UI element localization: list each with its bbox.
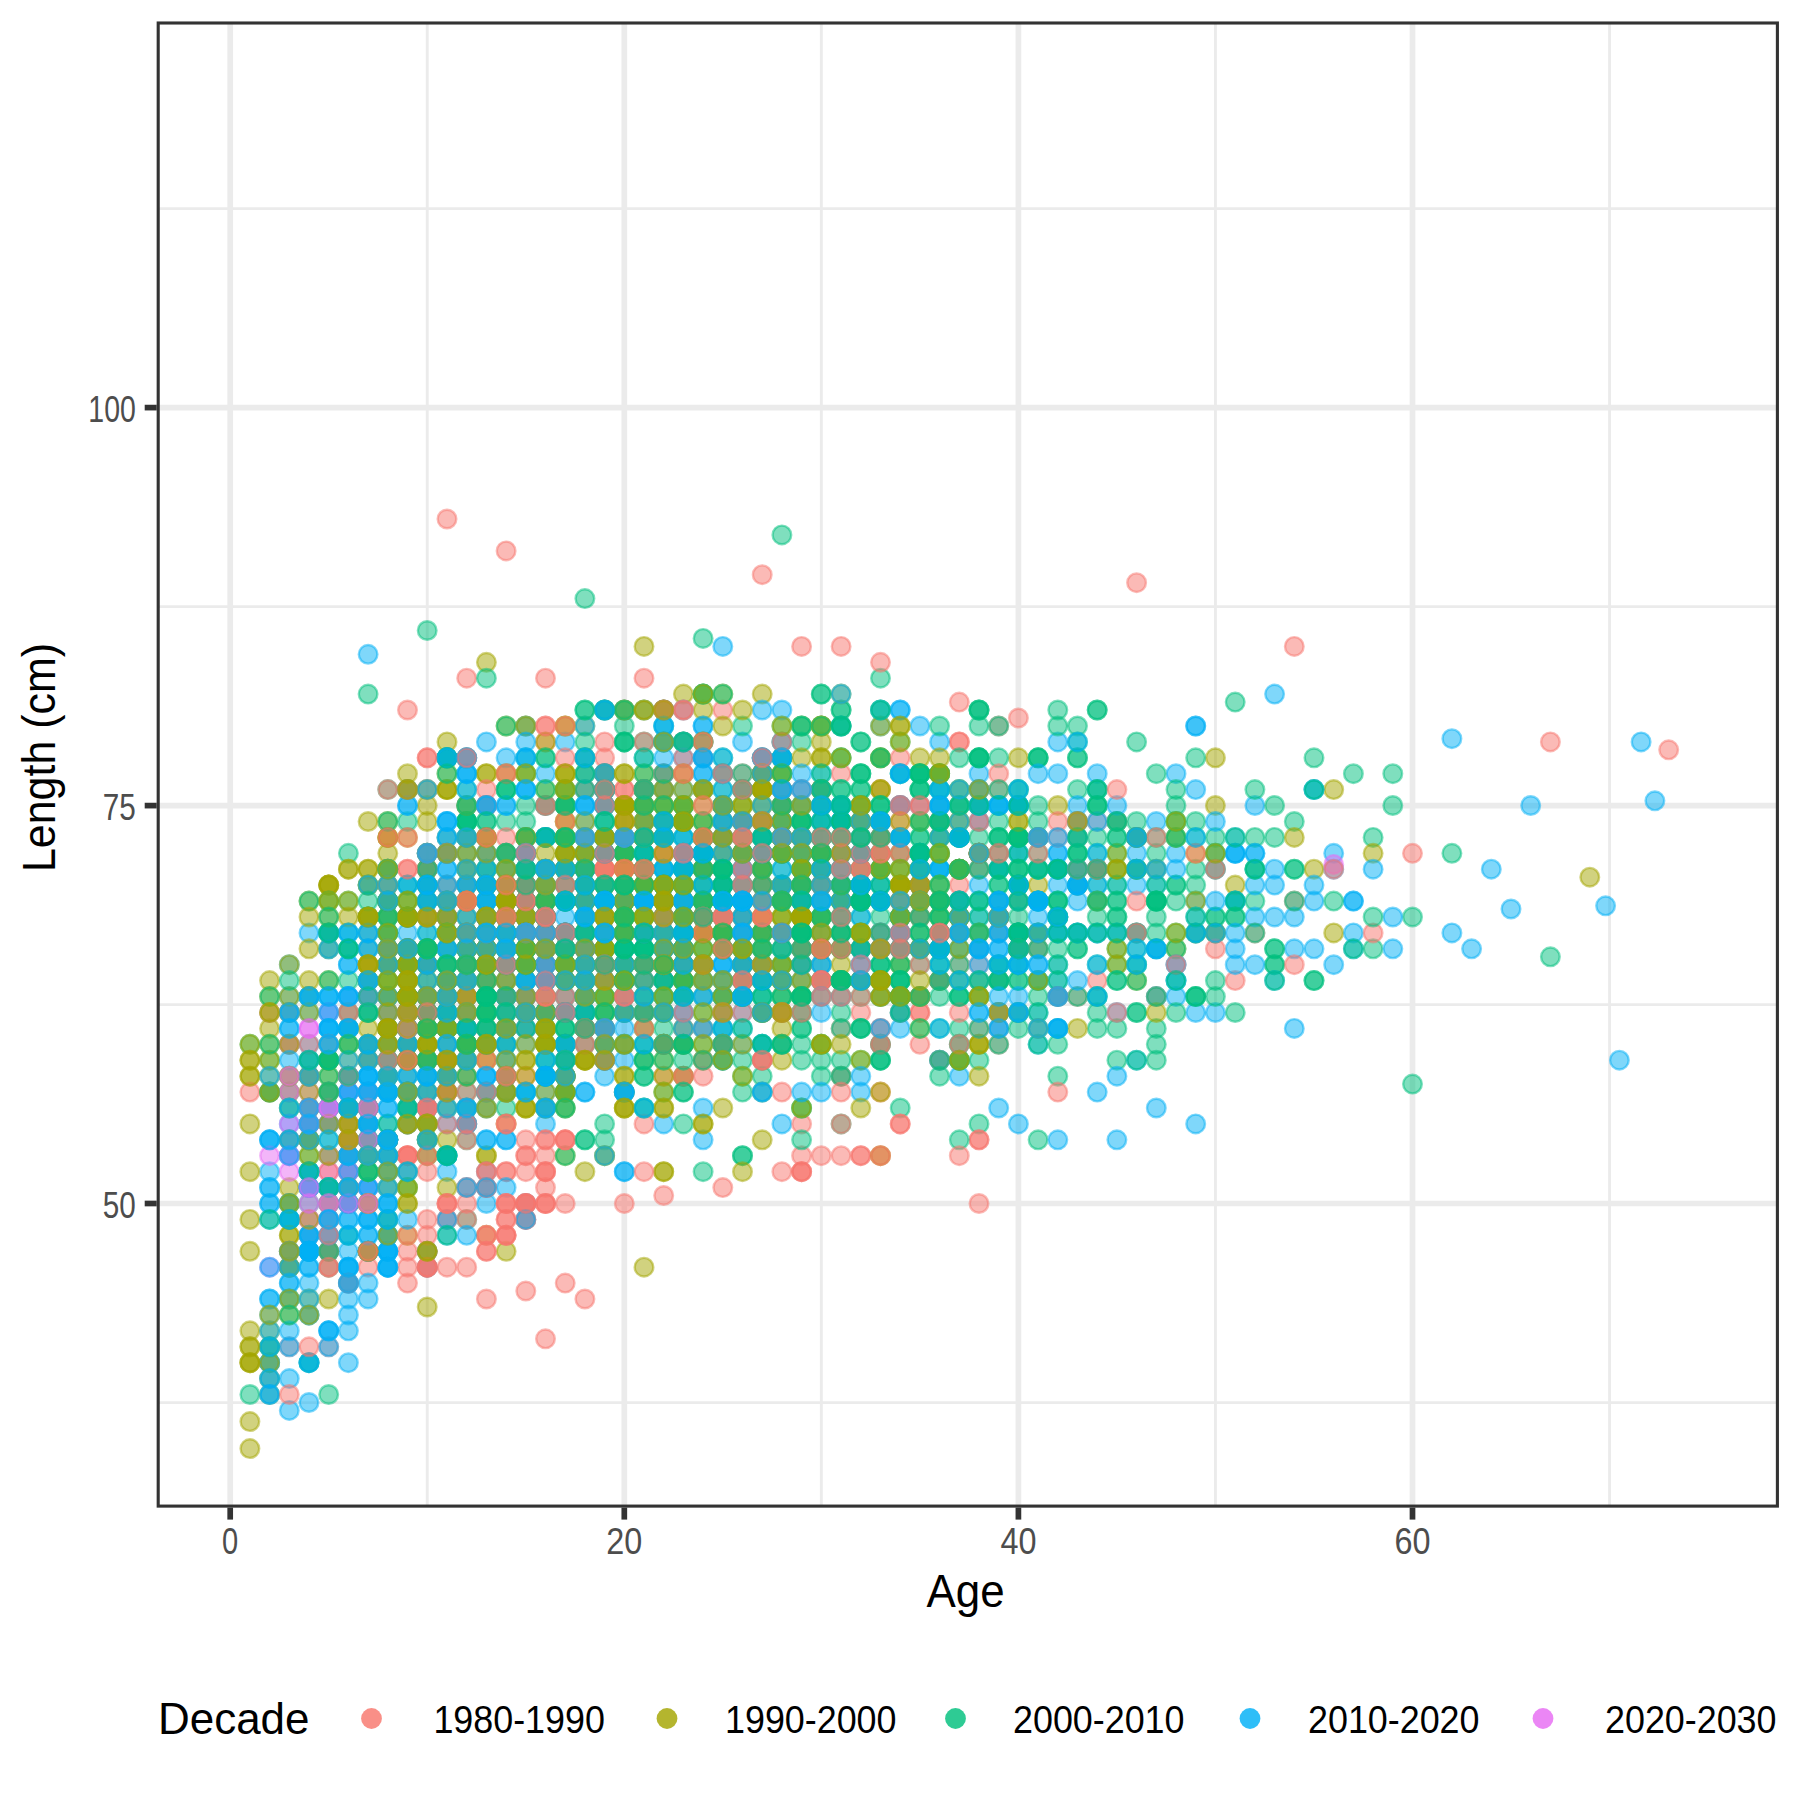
svg-text:Length (cm): Length (cm) bbox=[13, 643, 65, 872]
svg-text:50: 50 bbox=[103, 1185, 136, 1226]
svg-text:40: 40 bbox=[1000, 1521, 1036, 1562]
svg-text:20: 20 bbox=[606, 1521, 642, 1562]
svg-text:Decade: Decade bbox=[158, 1693, 310, 1744]
svg-text:Age: Age bbox=[926, 1564, 1004, 1617]
svg-text:1980-1990: 1980-1990 bbox=[433, 1698, 605, 1741]
svg-text:2020-2030: 2020-2030 bbox=[1605, 1698, 1777, 1741]
svg-text:0: 0 bbox=[222, 1521, 238, 1562]
svg-text:1990-2000: 1990-2000 bbox=[725, 1698, 897, 1741]
svg-text:75: 75 bbox=[103, 787, 136, 828]
svg-text:60: 60 bbox=[1395, 1521, 1431, 1562]
svg-text:2000-2010: 2000-2010 bbox=[1013, 1698, 1185, 1741]
svg-text:100: 100 bbox=[88, 389, 136, 430]
svg-text:2010-2020: 2010-2020 bbox=[1308, 1698, 1480, 1741]
